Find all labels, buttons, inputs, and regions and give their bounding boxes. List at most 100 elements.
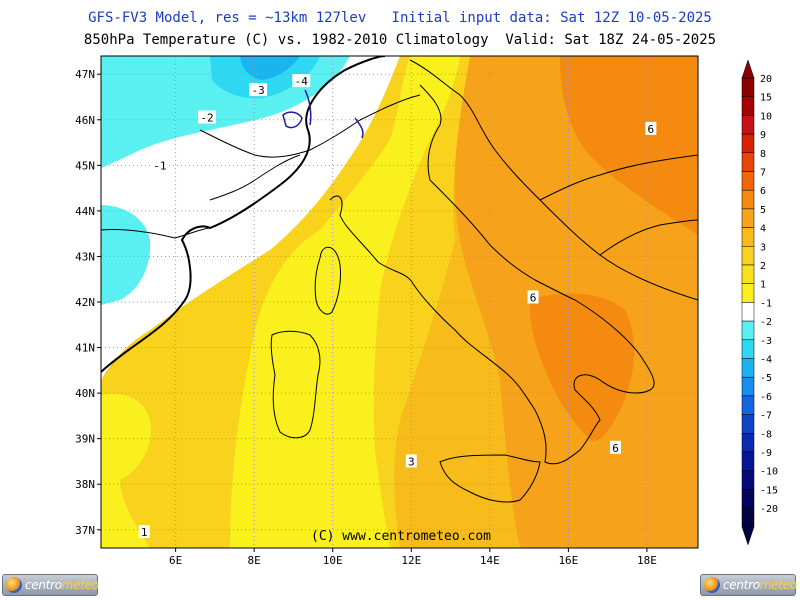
contour-label: 1 xyxy=(141,526,148,539)
legend-swatch xyxy=(741,264,755,284)
contour-label-bg xyxy=(198,110,217,124)
legend-swatch xyxy=(741,283,755,303)
contour-label-bg xyxy=(249,83,268,97)
globe-icon xyxy=(704,577,720,593)
legend-swatch xyxy=(741,115,755,135)
lat-label: 44N xyxy=(75,205,95,218)
legend-label: -8 xyxy=(760,429,772,440)
legend-swatch xyxy=(741,376,755,397)
legend-label: 3 xyxy=(760,242,766,253)
legend-label: -7 xyxy=(760,411,772,422)
legend-label: -1 xyxy=(760,298,772,309)
legend-label: -3 xyxy=(760,336,772,347)
lat-label: 43N xyxy=(75,250,95,263)
contour-label: 6 xyxy=(612,442,619,455)
legend-swatch xyxy=(741,246,755,266)
lat-label: 37N xyxy=(75,524,95,537)
legend-swatch xyxy=(741,395,755,415)
legend-swatch xyxy=(741,133,755,154)
globe-icon xyxy=(6,577,22,593)
coastlines xyxy=(101,59,698,503)
legend-swatch xyxy=(741,320,755,341)
lon-label: 14E xyxy=(480,554,500,567)
legend-label: -5 xyxy=(760,373,772,384)
credit-text: (C) www.centrometeo.com xyxy=(311,529,491,544)
legend-label: 20 xyxy=(760,74,772,85)
lat-label: 45N xyxy=(75,159,95,172)
legend-label: -9 xyxy=(760,448,772,459)
legend-label: 15 xyxy=(760,93,772,104)
legend-swatch xyxy=(741,451,755,471)
contour-label-bg xyxy=(610,440,622,454)
contour-label-bg xyxy=(645,121,657,135)
legend-swatch xyxy=(741,171,755,191)
legend-swatch xyxy=(741,433,755,453)
logo-right-part1: centro xyxy=(723,578,760,592)
centrometeo-logo-right[interactable]: centrometeo xyxy=(700,574,797,596)
lat-label: 47N xyxy=(75,68,95,81)
contour-label-bg xyxy=(150,158,169,172)
lon-label: 10E xyxy=(323,554,343,567)
contour-label: -2 xyxy=(200,112,213,125)
lat-label: 41N xyxy=(75,342,95,355)
temperature-field xyxy=(101,56,698,548)
color-legend: 20 15 10 9 8 7 6 5 4 3 2 1 -1 -2 -3 -4 -5 -6 -7 -8 -9 -10 -15 -… xyxy=(741,59,778,546)
logo-left-part1: centro xyxy=(25,578,62,592)
legend-label: 1 xyxy=(760,280,766,291)
lat-label: 46N xyxy=(75,114,95,127)
legend-top-arrow xyxy=(741,59,755,79)
contour-label-bg xyxy=(138,525,150,539)
legend-swatch xyxy=(741,414,755,434)
legend-label: 9 xyxy=(760,130,766,141)
lon-label: 16E xyxy=(558,554,578,567)
logo-right-part2: meteo xyxy=(759,578,797,592)
legend-swatch xyxy=(741,339,755,359)
legend-swatch xyxy=(741,152,755,172)
legend-label: -20 xyxy=(760,504,778,515)
longitude-labels: 6E 8E 10E 12E 14E 16E 18E xyxy=(169,548,657,567)
contour-label-bg xyxy=(527,290,539,304)
lon-label: 18E xyxy=(637,554,657,567)
contour-label-bg xyxy=(405,454,417,468)
legend-swatch xyxy=(741,470,755,490)
legend-swatch xyxy=(741,507,755,528)
contour-label: 6 xyxy=(648,123,655,136)
contour-label: -4 xyxy=(295,75,309,88)
legend-label: 10 xyxy=(760,111,772,122)
lat-label: 40N xyxy=(75,387,95,400)
lon-label: 8E xyxy=(248,554,261,567)
legend-swatch xyxy=(741,227,755,247)
legend-label: -4 xyxy=(760,355,772,366)
legend-label: 2 xyxy=(760,261,766,272)
legend-label: 4 xyxy=(760,224,766,235)
contour-label: -1 xyxy=(153,159,166,172)
legend-swatch xyxy=(741,77,755,97)
legend-label: -6 xyxy=(760,392,772,403)
map-title-line2: 850hPa Temperature (C) vs. 1982-2010 Cli… xyxy=(83,32,717,48)
legend-label: 5 xyxy=(760,205,766,216)
zero-isotherm xyxy=(101,56,386,373)
contour-label: -3 xyxy=(251,84,264,97)
latitude-labels: 47N 46N 45N 44N 43N 42N 41N 40N 39N 38N 37N xyxy=(75,68,101,537)
legend-label: 8 xyxy=(760,149,766,160)
legend-swatch xyxy=(741,189,755,210)
legend-swatch xyxy=(741,489,755,509)
legend-bottom-arrow xyxy=(741,526,755,546)
contour-label: 3 xyxy=(408,455,415,468)
legend-label: 7 xyxy=(760,168,766,179)
lon-label: 6E xyxy=(169,554,182,567)
legend-swatch xyxy=(741,208,755,228)
logo-left-part2: meteo xyxy=(61,578,99,592)
contour-label-bg xyxy=(292,74,311,88)
contour-label: 6 xyxy=(530,291,537,304)
legend-label: 6 xyxy=(760,186,766,197)
contour-labels: -4 -3 -2 -1 6 6 6 3 1 xyxy=(138,74,657,539)
lat-label: 38N xyxy=(75,478,95,491)
legend-label: -2 xyxy=(760,317,772,328)
lat-label: 39N xyxy=(75,433,95,446)
lakes xyxy=(282,89,364,139)
legend-swatch xyxy=(741,358,755,378)
lon-label: 12E xyxy=(401,554,421,567)
centrometeo-logo-left[interactable]: centrometeo xyxy=(2,574,99,596)
